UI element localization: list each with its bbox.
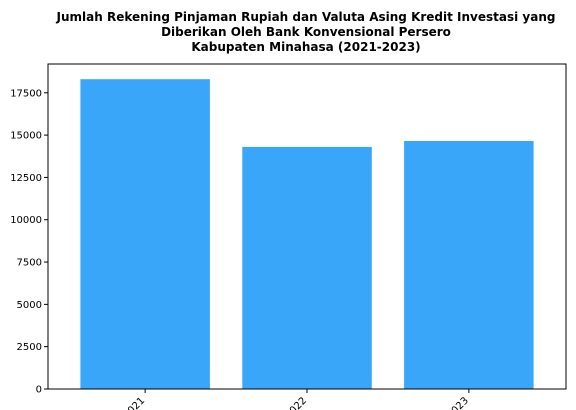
y-tick-label: 10000 [10, 215, 42, 226]
y-tick-label: 2500 [17, 342, 42, 353]
bar-2021 [80, 79, 210, 389]
chart-title-line-2: Diberikan Oleh Bank Konvensional Persero [161, 25, 451, 39]
y-tick-label: 15000 [10, 131, 42, 142]
y-tick-label: 5000 [17, 300, 42, 311]
plot-area: 0 2500 5000 7500 10000 12500 15000 17500 2021 202… [10, 63, 567, 410]
x-tick-label: 2021 [121, 395, 147, 410]
chart-title-line-1: Jumlah Rekening Pinjaman Rupiah dan Valu… [56, 10, 556, 24]
bar-2022 [242, 146, 372, 389]
chart-title: Jumlah Rekening Pinjaman Rupiah dan Valu… [56, 10, 556, 54]
bar-2023 [404, 141, 534, 389]
y-tick-label: 12500 [10, 173, 42, 184]
chart-title-line-3: Kabupaten Minahasa (2021-2023) [191, 40, 420, 54]
x-tick-label: 2022 [283, 395, 309, 410]
y-tick-label: 7500 [17, 258, 42, 269]
x-tick-label: 2023 [445, 395, 471, 410]
y-tick-label: 17500 [10, 88, 42, 99]
y-tick-label: 0 [36, 385, 42, 396]
